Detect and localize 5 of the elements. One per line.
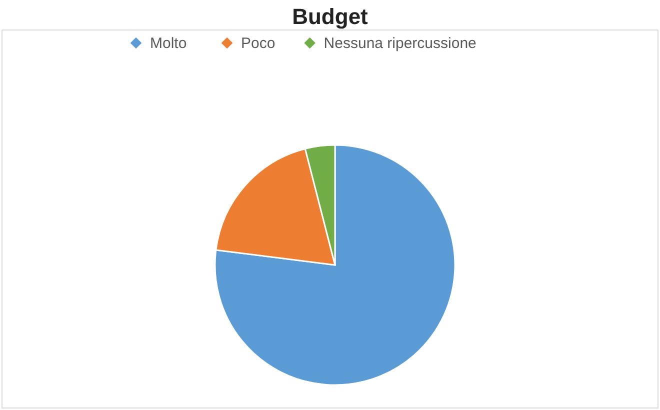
legend-label: Poco <box>241 35 276 52</box>
pie-slice <box>214 144 456 386</box>
chart-title: Budget <box>292 4 369 29</box>
legend-label: Nessuna ripercussione <box>324 35 476 52</box>
legend-label: Molto <box>150 35 187 52</box>
